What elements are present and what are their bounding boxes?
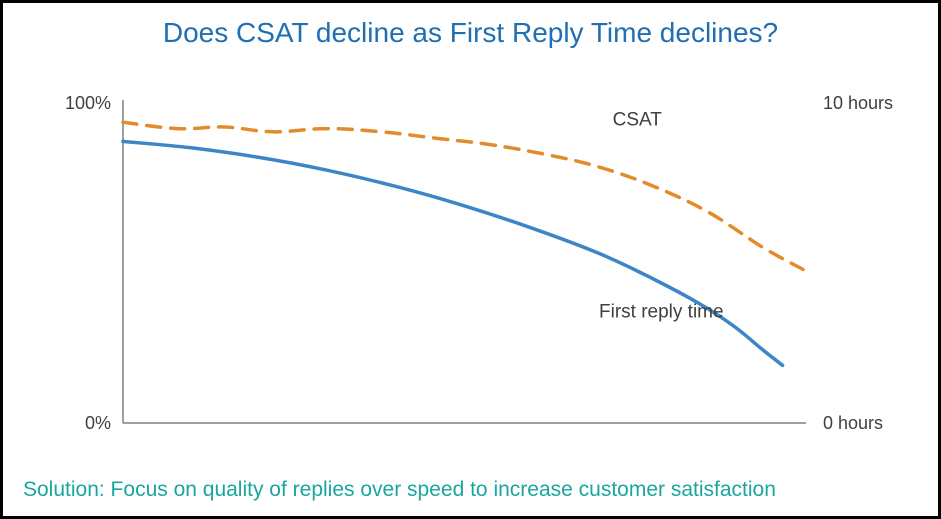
chart-svg: 100% 0% 10 hours 0 hours CSAT First reply tim…	[43, 73, 903, 453]
left-axis-bottom-label: 0%	[85, 413, 111, 433]
chart-frame: Does CSAT decline as First Reply Time de…	[0, 0, 941, 519]
series-label-csat: CSAT	[613, 109, 663, 130]
chart-title: Does CSAT decline as First Reply Time de…	[3, 17, 938, 49]
series-line-csat	[123, 122, 803, 269]
series-line-first-reply-time	[123, 141, 783, 365]
right-axis-top-label: 10 hours	[823, 93, 893, 113]
right-axis-bottom-label: 0 hours	[823, 413, 883, 433]
solution-text: Solution: Focus on quality of replies ov…	[23, 478, 776, 502]
series-label-first-reply-time: First reply time	[599, 301, 724, 322]
left-axis-top-label: 100%	[65, 93, 111, 113]
chart-area: 100% 0% 10 hours 0 hours CSAT First reply tim…	[43, 73, 903, 453]
